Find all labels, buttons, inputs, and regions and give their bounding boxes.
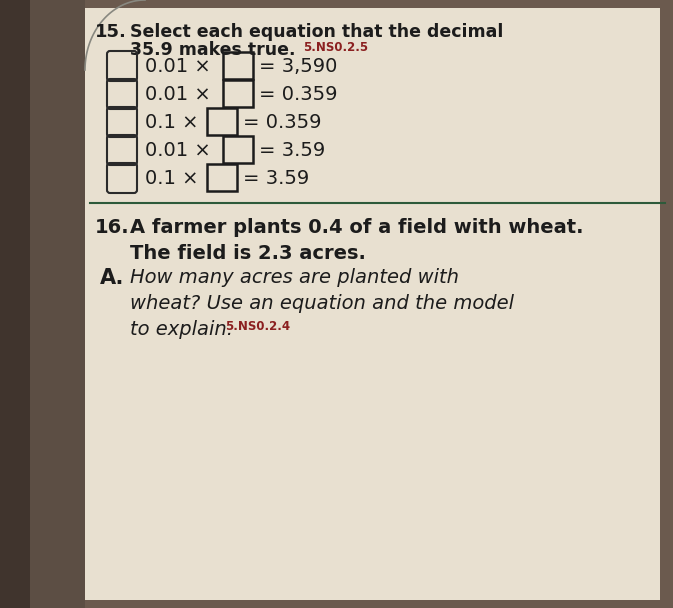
Text: 5.NS0.2.5: 5.NS0.2.5 bbox=[303, 41, 368, 54]
Bar bbox=[223, 136, 253, 163]
Bar bbox=[0, 0, 30, 608]
Text: wheat? Use an equation and the model: wheat? Use an equation and the model bbox=[130, 294, 514, 313]
Text: 35.9 makes true.: 35.9 makes true. bbox=[130, 41, 295, 59]
Text: 0.1 ×: 0.1 × bbox=[145, 112, 205, 131]
Bar bbox=[0, 0, 85, 608]
Text: How many acres are planted with: How many acres are planted with bbox=[130, 268, 459, 287]
Text: to explain.: to explain. bbox=[130, 320, 233, 339]
Text: A.: A. bbox=[100, 268, 125, 288]
Bar bbox=[207, 108, 237, 135]
Text: = 3.59: = 3.59 bbox=[243, 168, 310, 187]
Text: 0.01 ×: 0.01 × bbox=[145, 140, 217, 159]
Text: Select each equation that the decimal: Select each equation that the decimal bbox=[130, 23, 503, 41]
Text: = 0.359: = 0.359 bbox=[243, 112, 322, 131]
Text: 15.: 15. bbox=[95, 23, 127, 41]
Text: 5.NS0.2.4: 5.NS0.2.4 bbox=[225, 320, 290, 333]
Bar bbox=[223, 80, 253, 107]
Bar bbox=[207, 164, 237, 191]
Text: 0.01 ×: 0.01 × bbox=[145, 85, 217, 103]
Bar bbox=[85, 8, 660, 600]
Text: = 3,590: = 3,590 bbox=[259, 57, 337, 75]
Text: A farmer plants 0.4 of a field with wheat.: A farmer plants 0.4 of a field with whea… bbox=[130, 218, 583, 237]
Bar bbox=[223, 52, 253, 79]
Text: The field is 2.3 acres.: The field is 2.3 acres. bbox=[130, 244, 366, 263]
Text: 0.01 ×: 0.01 × bbox=[145, 57, 217, 75]
Text: = 3.59: = 3.59 bbox=[259, 140, 325, 159]
Text: 16.: 16. bbox=[95, 218, 130, 237]
Text: 0.1 ×: 0.1 × bbox=[145, 168, 205, 187]
Text: = 0.359: = 0.359 bbox=[259, 85, 337, 103]
